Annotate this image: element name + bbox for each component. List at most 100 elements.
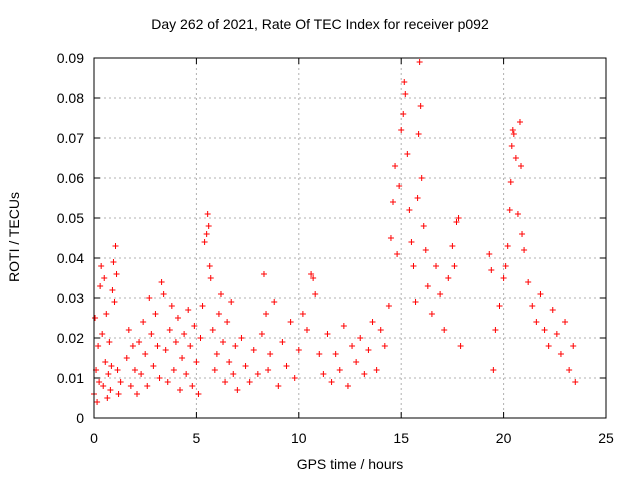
data-point-marker (179, 355, 186, 361)
chart-title: Day 262 of 2021, Rate Of TEC Index for r… (151, 16, 489, 32)
data-point-marker (142, 351, 149, 357)
data-point-marker (156, 375, 163, 381)
data-point-marker (115, 391, 122, 397)
data-point-marker (168, 303, 175, 309)
data-point-marker (401, 79, 408, 85)
data-point-marker (170, 367, 177, 373)
data-point-marker (271, 299, 278, 305)
data-point-marker (193, 359, 200, 365)
data-point-marker (279, 339, 286, 345)
data-point-marker (99, 331, 106, 337)
data-point-marker (519, 231, 526, 237)
data-point-marker (415, 131, 422, 137)
data-point-marker (400, 111, 407, 117)
data-point-marker (146, 295, 153, 301)
y-tick-label: 0.01 (57, 370, 84, 386)
data-point-marker (238, 335, 245, 341)
data-point-marker (220, 339, 227, 345)
data-point-marker (209, 327, 216, 333)
data-point-marker (369, 319, 376, 325)
y-tick-label: 0.08 (57, 90, 84, 106)
data-point-marker (412, 299, 419, 305)
x-tick-label: 15 (393, 430, 409, 446)
data-point-marker (308, 271, 315, 277)
data-point-marker (113, 271, 120, 277)
data-point-marker (310, 275, 317, 281)
data-point-marker (258, 331, 265, 337)
data-point-marker (172, 339, 179, 345)
data-point-marker (230, 371, 237, 377)
data-point-marker (222, 379, 229, 385)
data-point-marker (102, 359, 109, 365)
data-point-marker (101, 275, 108, 281)
data-point-marker (516, 119, 523, 125)
data-point-marker (492, 327, 499, 333)
data-point-marker (361, 371, 368, 377)
data-markers (91, 59, 579, 405)
data-point-marker (110, 259, 117, 265)
data-point-marker (211, 367, 218, 373)
data-point-marker (226, 359, 233, 365)
data-point-marker (299, 311, 306, 317)
data-point-marker (518, 163, 525, 169)
data-point-marker (191, 323, 198, 329)
data-point-marker (410, 263, 417, 269)
data-point-marker (387, 235, 394, 241)
data-point-marker (357, 335, 364, 341)
data-point-marker (514, 211, 521, 217)
data-point-marker (328, 379, 335, 385)
data-point-marker (129, 343, 136, 349)
data-point-marker (490, 367, 497, 373)
y-tick-label: 0.03 (57, 290, 84, 306)
grid-lines (94, 58, 606, 418)
data-point-marker (205, 223, 212, 229)
data-point-marker (228, 299, 235, 305)
data-point-marker (508, 143, 515, 149)
data-point-marker (344, 383, 351, 389)
data-point-marker (320, 371, 327, 377)
data-point-marker (166, 327, 173, 333)
data-point-marker (164, 379, 171, 385)
plot-frame (93, 57, 607, 419)
data-point-marker (283, 363, 290, 369)
y-tick-label: 0.04 (57, 250, 84, 266)
data-point-marker (242, 363, 249, 369)
data-point-marker (158, 279, 165, 285)
data-point-marker (394, 251, 401, 257)
data-point-marker (160, 291, 167, 297)
data-point-marker (525, 279, 532, 285)
data-point-marker (154, 343, 161, 349)
y-tick-label: 0 (76, 410, 84, 426)
data-point-marker (215, 311, 222, 317)
data-point-marker (373, 367, 380, 373)
y-axis-label: ROTI / TECUs (6, 192, 22, 282)
data-point-marker (195, 391, 202, 397)
data-point-marker (353, 359, 360, 365)
data-point-marker (433, 263, 440, 269)
x-axis-label: GPS time / hours (296, 456, 404, 472)
data-point-marker (422, 247, 429, 253)
data-point-marker (275, 383, 282, 389)
data-point-marker (134, 391, 141, 397)
data-point-marker (260, 271, 267, 277)
data-point-marker (488, 267, 495, 273)
data-point-marker (197, 335, 204, 341)
data-point-marker (138, 371, 145, 377)
data-point-marker (392, 163, 399, 169)
data-point-marker (455, 215, 462, 221)
data-point-marker (183, 371, 190, 377)
data-point-marker (365, 347, 372, 353)
data-point-marker (114, 367, 121, 373)
data-point-marker (541, 327, 548, 333)
data-point-marker (217, 291, 224, 297)
data-point-marker (509, 127, 516, 133)
data-point-marker (486, 251, 493, 257)
data-point-marker (206, 263, 213, 269)
data-point-marker (107, 387, 114, 393)
data-point-marker (185, 307, 192, 313)
data-point-marker (537, 291, 544, 297)
data-point-marker (332, 351, 339, 357)
data-point-marker (529, 303, 536, 309)
y-tick-label: 0.02 (57, 330, 84, 346)
